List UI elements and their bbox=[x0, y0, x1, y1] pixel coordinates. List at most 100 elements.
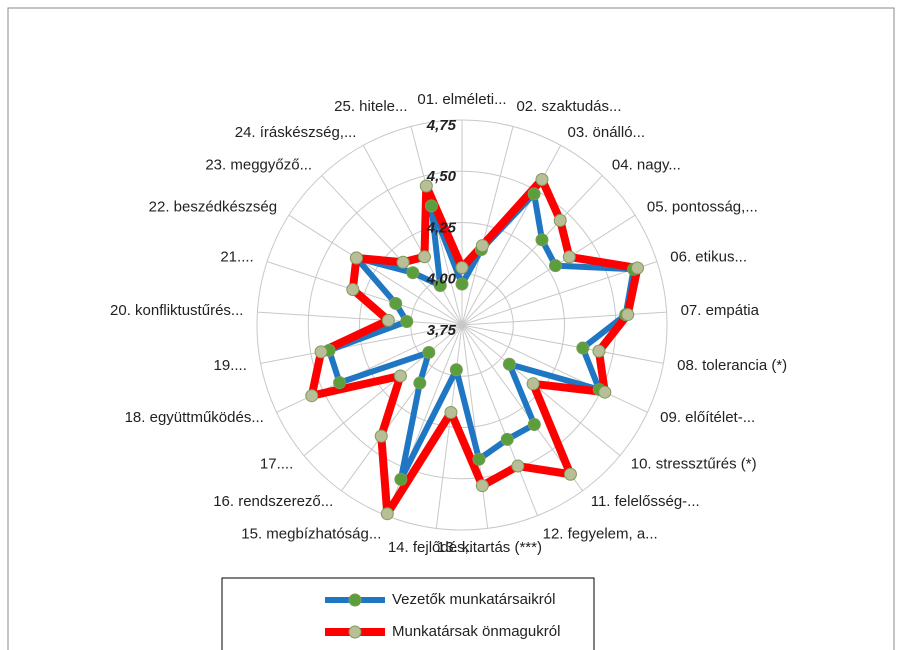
marker bbox=[444, 405, 458, 419]
y-tick-label: 4,50 bbox=[426, 168, 457, 185]
category-label: 18. együttműködés... bbox=[125, 409, 264, 426]
category-label: 05. pontosság,... bbox=[647, 199, 758, 216]
category-label: 03. önálló... bbox=[568, 124, 646, 141]
marker bbox=[548, 259, 562, 273]
marker bbox=[424, 199, 438, 213]
marker bbox=[381, 313, 395, 327]
spoke bbox=[461, 261, 658, 326]
marker bbox=[562, 250, 576, 264]
marker bbox=[592, 344, 606, 358]
marker bbox=[422, 345, 436, 359]
marker bbox=[535, 172, 549, 186]
category-label: 22. beszédkészség bbox=[149, 199, 277, 216]
category-label: 07. empátia bbox=[681, 302, 760, 319]
spoke bbox=[257, 311, 463, 326]
marker bbox=[393, 369, 407, 383]
marker bbox=[349, 251, 363, 265]
marker bbox=[630, 261, 644, 275]
marker bbox=[527, 187, 541, 201]
category-label: 09. előítélet-... bbox=[660, 409, 755, 426]
spoke bbox=[461, 126, 514, 326]
marker bbox=[500, 432, 514, 446]
marker bbox=[417, 250, 431, 264]
category-label: 08. tolerancia (*) bbox=[677, 357, 787, 374]
marker bbox=[314, 345, 328, 359]
spoke bbox=[461, 175, 603, 326]
marker bbox=[535, 233, 549, 247]
marker bbox=[621, 308, 635, 322]
marker bbox=[576, 341, 590, 355]
category-label: 10. stressztűrés (*) bbox=[631, 456, 757, 473]
spoke bbox=[461, 324, 489, 529]
marker bbox=[333, 376, 347, 390]
spoke bbox=[321, 175, 463, 326]
marker bbox=[455, 261, 469, 275]
marker bbox=[449, 363, 463, 377]
legend-label: Munkatársak önmagukról bbox=[392, 623, 560, 640]
spoke bbox=[288, 214, 463, 326]
category-label: 16. rendszerező... bbox=[213, 493, 333, 510]
category-label: 24. íráskészség,... bbox=[235, 124, 357, 141]
marker bbox=[400, 315, 414, 329]
spoke bbox=[461, 324, 621, 457]
marker bbox=[406, 266, 420, 280]
category-label: 11. felelősség-... bbox=[591, 493, 700, 510]
category-label: 21.... bbox=[220, 248, 253, 265]
marker bbox=[419, 179, 433, 193]
y-tick-label: 4,75 bbox=[426, 117, 457, 134]
spoke bbox=[461, 324, 538, 516]
spoke bbox=[303, 324, 463, 457]
spoke bbox=[362, 145, 463, 326]
marker bbox=[598, 385, 612, 399]
marker bbox=[475, 479, 489, 493]
marker bbox=[526, 377, 540, 391]
marker bbox=[472, 452, 486, 466]
spoke bbox=[461, 324, 648, 413]
category-label: 15. megbízhatóság... bbox=[241, 526, 381, 543]
marker bbox=[527, 418, 541, 432]
marker bbox=[553, 213, 567, 227]
category-label: 17.... bbox=[260, 456, 293, 473]
y-tick-label: 4,25 bbox=[426, 219, 457, 236]
series-line bbox=[326, 190, 637, 483]
category-label: 01. elméleti... bbox=[417, 91, 506, 108]
category-label: 06. etikus... bbox=[670, 248, 747, 265]
y-tick-label: 3,75 bbox=[427, 322, 457, 339]
marker bbox=[346, 283, 360, 297]
marker bbox=[563, 467, 577, 481]
legend-marker bbox=[348, 593, 362, 607]
spoke bbox=[461, 324, 664, 364]
category-label: 02. szaktudás... bbox=[516, 98, 621, 115]
marker bbox=[502, 357, 516, 371]
category-label: 13. kitartás (***) bbox=[437, 539, 542, 556]
legend-label: Vezetők munkatársaikról bbox=[392, 591, 555, 608]
marker bbox=[455, 277, 469, 291]
marker bbox=[511, 459, 525, 473]
y-tick-label: 4,00 bbox=[426, 271, 457, 288]
marker bbox=[389, 296, 403, 310]
marker bbox=[394, 472, 408, 486]
category-label: 14. fejlődés,... bbox=[388, 539, 481, 556]
category-label: 23. meggyőző... bbox=[205, 156, 312, 173]
category-label: 25. hitele... bbox=[334, 98, 407, 115]
spoke bbox=[341, 324, 463, 492]
marker bbox=[475, 239, 489, 253]
legend-box bbox=[221, 577, 595, 650]
marker bbox=[433, 278, 447, 292]
legend-marker bbox=[348, 625, 362, 639]
marker bbox=[374, 429, 388, 443]
marker bbox=[305, 389, 319, 403]
spoke bbox=[435, 324, 463, 529]
spoke bbox=[260, 324, 463, 364]
category-label: 20. konfliktustűrés... bbox=[110, 302, 243, 319]
chart-frame bbox=[7, 7, 895, 650]
category-label: 19.... bbox=[214, 357, 247, 374]
spoke bbox=[461, 214, 636, 326]
marker bbox=[396, 255, 410, 269]
marker bbox=[413, 376, 427, 390]
category-label: 12. fegyelem, a... bbox=[543, 526, 658, 543]
spoke bbox=[266, 261, 463, 326]
category-label: 04. nagy... bbox=[612, 156, 681, 173]
marker bbox=[380, 507, 394, 521]
